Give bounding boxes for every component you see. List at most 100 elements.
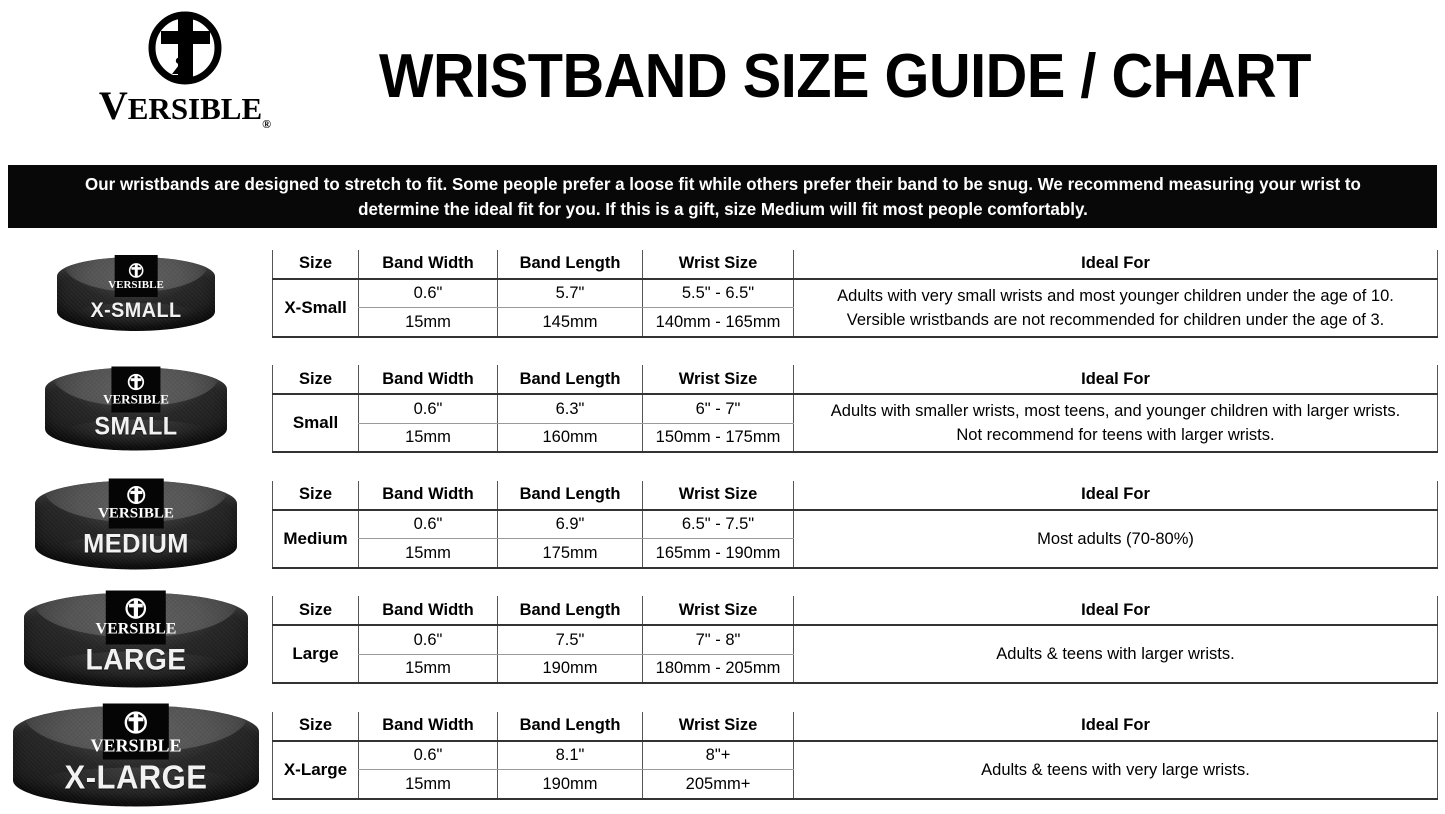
cell-wrist-size-in: 6" - 7" <box>642 394 794 424</box>
cell-band-length-in: 7.5" <box>497 625 643 655</box>
table-header-row: Size Band Width Band Length Wrist Size I… <box>272 365 1438 396</box>
col-header-wrist-size: Wrist Size <box>642 480 794 511</box>
cell-band-width-mm: 15mm <box>358 307 498 338</box>
cell-band-width-mm: 15mm <box>358 423 498 454</box>
table-row-metric: 15mm 190mm 205mm+ <box>273 769 1438 800</box>
size-row: VERSIBLE X-SMALL Size Band Width Band Le… <box>0 236 1445 352</box>
size-row: VERSIBLE X-LARGE Size Band Width Band Le… <box>0 698 1445 814</box>
size-row: VERSIBLE MEDIUM Size Band Width Band Len… <box>0 467 1445 583</box>
wristband-image-cell: VERSIBLE LARGE <box>0 583 272 699</box>
cell-wrist-size-mm: 205mm+ <box>642 769 794 800</box>
cell-band-width-mm: 15mm <box>358 654 498 685</box>
wristband-size-label: MEDIUM <box>83 528 189 559</box>
wristband-image-cell: VERSIBLE X-LARGE <box>0 698 272 814</box>
wristband-size-label: X-LARGE <box>64 758 208 796</box>
table-header-row: Size Band Width Band Length Wrist Size I… <box>272 711 1438 742</box>
cross-in-circle-kneeling-figure-icon <box>127 374 145 391</box>
cell-wrist-size-in: 8"+ <box>642 740 794 771</box>
cell-wrist-size-mm: 165mm - 190mm <box>642 538 794 569</box>
brand-wordmark: VERSIBLE® <box>98 83 272 131</box>
table-row-metric: 15mm 145mm 140mm - 165mm <box>273 307 1438 338</box>
wristband-logo-tag: VERSIBLE <box>103 366 169 413</box>
col-header-ideal-for: Ideal For <box>793 365 1438 396</box>
wristband-logo-tag: VERSIBLE <box>90 703 182 760</box>
col-header-ideal-for: Ideal For <box>793 480 1438 511</box>
brand-wordmark-initial: V <box>98 83 128 128</box>
cross-in-circle-kneeling-figure-icon <box>142 8 228 88</box>
wristband-image: VERSIBLE MEDIUM <box>35 478 237 570</box>
wristband-size-label: SMALL <box>94 412 178 441</box>
col-header-band-width: Band Width <box>358 711 498 742</box>
col-header-size: Size <box>272 249 359 280</box>
cell-band-length-mm: 190mm <box>497 654 643 685</box>
cell-wrist-size-in: 5.5" - 6.5" <box>642 278 794 309</box>
cell-ideal-for: Adults & teens with larger wrists. <box>793 625 1438 685</box>
col-header-band-length: Band Length <box>497 596 643 627</box>
col-header-band-length: Band Length <box>497 249 643 280</box>
wristband-logo-tag: VERSIBLE <box>108 255 164 297</box>
col-header-band-width: Band Width <box>358 249 498 280</box>
cell-band-length-mm: 160mm <box>497 423 643 454</box>
wristband-image: VERSIBLE X-SMALL <box>57 255 215 331</box>
cell-band-width-in: 0.6" <box>358 740 498 771</box>
ideal-for-line-1: Most adults (70-80%) <box>1037 529 1194 548</box>
cell-band-length-in: 6.3" <box>497 394 643 424</box>
brand-logo: VERSIBLE® <box>80 8 290 148</box>
table-row-imperial: Large 0.6" 7.5" 7" - 8" Adults & teens w… <box>272 625 1438 685</box>
ideal-for-line-2: Not recommend for teens with larger wris… <box>956 426 1275 445</box>
cell-ideal-for: Adults & teens with very large wrists. <box>793 740 1438 800</box>
wristband-image-cell: VERSIBLE MEDIUM <box>0 467 272 583</box>
wristband-highlight <box>59 419 213 448</box>
table-row-metric: 15mm 190mm 180mm - 205mm <box>273 654 1438 685</box>
cell-size-name: X-Small <box>272 278 359 338</box>
col-header-size: Size <box>272 365 359 396</box>
cell-wrist-size-in: 6.5" - 7.5" <box>642 509 794 540</box>
cell-wrist-size-mm: 140mm - 165mm <box>642 307 794 338</box>
table-header-row: Size Band Width Band Length Wrist Size I… <box>272 480 1438 511</box>
cross-in-circle-kneeling-figure-icon <box>125 598 147 620</box>
wristband-logo-tag: VERSIBLE <box>96 590 176 645</box>
size-table-cell: Size Band Width Band Length Wrist Size I… <box>272 236 1438 352</box>
size-rows: VERSIBLE X-SMALL Size Band Width Band Le… <box>0 236 1445 814</box>
wristband-size-label: X-SMALL <box>90 299 182 323</box>
cell-band-width-in: 0.6" <box>358 509 498 540</box>
wristband-highlight <box>32 767 240 803</box>
col-header-ideal-for: Ideal For <box>793 249 1438 280</box>
col-header-wrist-size: Wrist Size <box>642 365 794 396</box>
cell-ideal-for: Most adults (70-80%) <box>793 509 1438 569</box>
cell-band-length-in: 5.7" <box>497 278 643 309</box>
cell-band-width-in: 0.6" <box>358 625 498 655</box>
cell-band-length-mm: 175mm <box>497 538 643 569</box>
wristband-size-label: LARGE <box>85 643 187 677</box>
table-row-imperial: Small 0.6" 6.3" 6" - 7" Adults with smal… <box>272 394 1438 454</box>
wristband-image: VERSIBLE SMALL <box>45 366 227 451</box>
cell-wrist-size-mm: 150mm - 175mm <box>642 423 794 454</box>
wristband-image-cell: VERSIBLE X-SMALL <box>0 236 272 352</box>
wristband-highlight <box>69 302 203 328</box>
size-table-cell: Size Band Width Band Length Wrist Size I… <box>272 467 1438 583</box>
ideal-for-line-2: Versible wristbands are not recommended … <box>846 310 1385 329</box>
col-header-size: Size <box>272 596 359 627</box>
table-row-metric: 15mm 160mm 150mm - 175mm <box>273 423 1438 454</box>
ideal-for-line-1: Adults & teens with very large wrists. <box>981 760 1250 779</box>
col-header-wrist-size: Wrist Size <box>642 249 794 280</box>
cell-band-width-mm: 15mm <box>358 538 498 569</box>
cell-wrist-size-in: 7" - 8" <box>642 625 794 655</box>
cell-band-length-mm: 145mm <box>497 307 643 338</box>
cell-band-width-in: 0.6" <box>358 394 498 424</box>
wristband-tag-wordmark: VERSIBLE <box>98 505 174 522</box>
wristband-tag-wordmark: VERSIBLE <box>103 391 169 407</box>
table-header-row: Size Band Width Band Length Wrist Size I… <box>272 249 1438 280</box>
wristband-highlight <box>41 651 231 684</box>
table-row-imperial: Medium 0.6" 6.9" 6.5" - 7.5" Most adults… <box>272 509 1438 569</box>
size-table: Size Band Width Band Length Wrist Size I… <box>272 711 1438 800</box>
cross-in-circle-kneeling-figure-icon <box>126 486 146 505</box>
wristband-image: VERSIBLE X-LARGE <box>13 703 259 807</box>
registered-trademark-icon: ® <box>262 117 272 131</box>
cell-size-name: Medium <box>272 509 359 569</box>
cell-band-length-mm: 190mm <box>497 769 643 800</box>
cell-band-length-in: 8.1" <box>497 740 643 771</box>
cell-ideal-for: Adults with very small wrists and most y… <box>793 278 1438 338</box>
brand-wordmark-rest: ERSIBLE <box>127 91 263 126</box>
ideal-for-line-1: Adults with smaller wrists, most teens, … <box>830 402 1401 421</box>
